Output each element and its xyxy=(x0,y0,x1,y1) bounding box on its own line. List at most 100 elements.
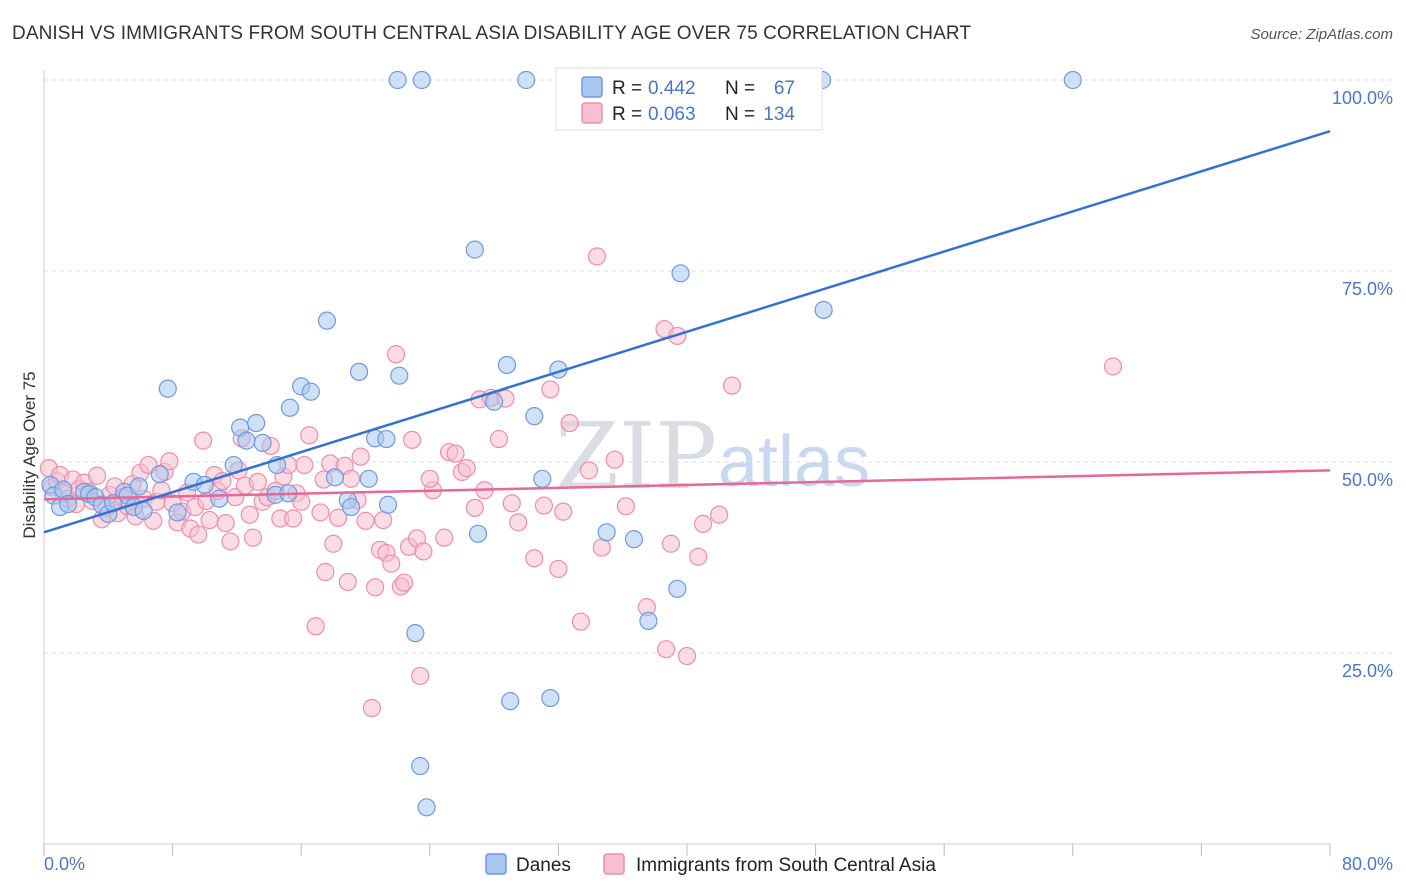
immigrants-point-77 xyxy=(366,578,385,597)
danes-point-51 xyxy=(497,355,517,375)
immigrants-point-91 xyxy=(435,528,454,547)
immigrants-point-36 xyxy=(189,525,208,544)
immigrants-point-102 xyxy=(502,494,521,513)
x-tick-labels: 0.0% 80.0% xyxy=(44,854,1393,874)
danes-point-34 xyxy=(325,468,345,487)
immigrants-point-72 xyxy=(341,469,361,488)
legend-n-label-immigrants: N = xyxy=(725,104,755,125)
y-axis-label: Disability Age Over 75 xyxy=(20,371,39,538)
immigrants-point-71 xyxy=(338,572,357,592)
danes-point-15 xyxy=(134,501,153,520)
immigrants-point-118 xyxy=(677,646,697,666)
immigrants-point-69 xyxy=(329,508,348,527)
danes-point-48 xyxy=(465,240,484,259)
trend-lines xyxy=(43,129,1331,534)
danes-point-56 xyxy=(541,688,560,708)
immigrants-point-84 xyxy=(394,573,414,592)
danes-point-32 xyxy=(301,382,320,401)
danes-point-41 xyxy=(378,495,398,514)
danes-point-18 xyxy=(168,503,187,522)
y-tick-label-1: 50.0% xyxy=(1342,470,1393,490)
danes-point-17 xyxy=(158,379,177,398)
danes-point-26 xyxy=(253,433,272,452)
immigrants-point-86 xyxy=(403,430,422,449)
legend-swatch-danes xyxy=(581,76,603,98)
immigrants-point-112 xyxy=(605,450,624,469)
immigrants-point-105 xyxy=(541,380,560,399)
y-tick-label-3: 100.0% xyxy=(1332,88,1393,108)
danes-point-46 xyxy=(388,70,407,90)
immigrants-point-116 xyxy=(661,534,681,553)
immigrants-point-115 xyxy=(657,640,676,659)
legend-n-value-danes: 67 xyxy=(774,78,795,99)
immigrants-point-68 xyxy=(324,534,343,553)
danes-point-30 xyxy=(280,398,300,417)
immigrants-point-88 xyxy=(411,666,430,686)
immigrants-point-64 xyxy=(306,617,325,636)
gridlines xyxy=(44,79,1393,654)
danes-point-54 xyxy=(525,407,544,426)
danes-point-33 xyxy=(317,311,337,330)
top-legend: R = 0.442 N = 67 R = 0.063 N = 134 xyxy=(555,67,823,131)
immigrants-point-89 xyxy=(414,542,433,561)
immigrants-point-81 xyxy=(382,554,401,573)
immigrants-point-74 xyxy=(351,447,370,466)
bottom-legend-label-danes: Danes xyxy=(516,855,571,876)
danes-point-45 xyxy=(417,798,436,817)
danes-point-37 xyxy=(349,362,369,381)
immigrants-point-128 xyxy=(616,497,636,516)
danes-points xyxy=(41,70,1082,817)
danes-point-53 xyxy=(517,70,536,90)
immigrants-point-95 xyxy=(457,459,476,478)
immigrants-point-59 xyxy=(284,509,303,528)
danes-point-47 xyxy=(412,70,431,90)
immigrants-point-110 xyxy=(587,247,607,266)
y-tick-labels: 25.0% 50.0% 75.0% 100.0% xyxy=(1332,88,1393,681)
immigrants-point-121 xyxy=(710,505,729,524)
danes-point-25 xyxy=(247,413,266,433)
immigrants-point-49 xyxy=(240,505,259,524)
danes-point-36 xyxy=(341,497,361,517)
immigrants-point-126 xyxy=(509,513,528,532)
immigrants-point-124 xyxy=(316,562,335,582)
immigrants-point-39 xyxy=(200,510,219,530)
immigrants-point-108 xyxy=(560,413,579,433)
danes-point-21 xyxy=(210,489,229,508)
immigrants-point-96 xyxy=(465,498,484,517)
chart-title: DANISH VS IMMIGRANTS FROM SOUTH CENTRAL … xyxy=(12,23,971,44)
immigrants-point-29 xyxy=(160,452,179,471)
immigrants-point-93 xyxy=(446,444,465,463)
danes-point-42 xyxy=(390,366,409,385)
immigrants-point-127 xyxy=(579,461,599,480)
immigrants-point-123 xyxy=(1103,357,1123,376)
legend-r-label-immigrants: R = xyxy=(612,104,642,125)
immigrants-point-75 xyxy=(356,511,375,530)
legend-r-value-danes: 0.442 xyxy=(648,78,696,99)
danes-point-65 xyxy=(814,300,833,320)
immigrants-point-119 xyxy=(689,547,708,566)
immigrants-point-125 xyxy=(420,469,439,488)
y-tick-label-2: 75.0% xyxy=(1342,279,1393,299)
legend-n-value-immigrants: 134 xyxy=(763,104,795,125)
danes-point-59 xyxy=(624,530,644,549)
immigrants-point-76 xyxy=(362,698,382,718)
immigrants-point-104 xyxy=(534,496,554,515)
legend-r-label-danes: R = xyxy=(612,78,642,99)
legend-swatch-immigrants xyxy=(581,102,603,124)
danes-point-24 xyxy=(237,431,256,450)
immigrants-point-122 xyxy=(722,376,742,395)
legend-n-label-danes: N = xyxy=(725,78,755,99)
immigrants-point-107 xyxy=(554,502,573,521)
immigrants-trend-line xyxy=(43,469,1331,501)
danes-point-66 xyxy=(1063,70,1082,90)
x-tick-label-max: 80.0% xyxy=(1342,854,1393,874)
danes-point-61 xyxy=(668,579,687,598)
danes-point-58 xyxy=(597,523,616,542)
danes-point-62 xyxy=(671,264,690,283)
immigrants-point-79 xyxy=(374,510,393,530)
danes-point-16 xyxy=(150,465,169,484)
danes-point-52 xyxy=(501,692,520,711)
immigrants-point-51 xyxy=(248,472,267,491)
immigrants-point-12 xyxy=(87,466,107,485)
immigrants-point-120 xyxy=(693,514,713,533)
